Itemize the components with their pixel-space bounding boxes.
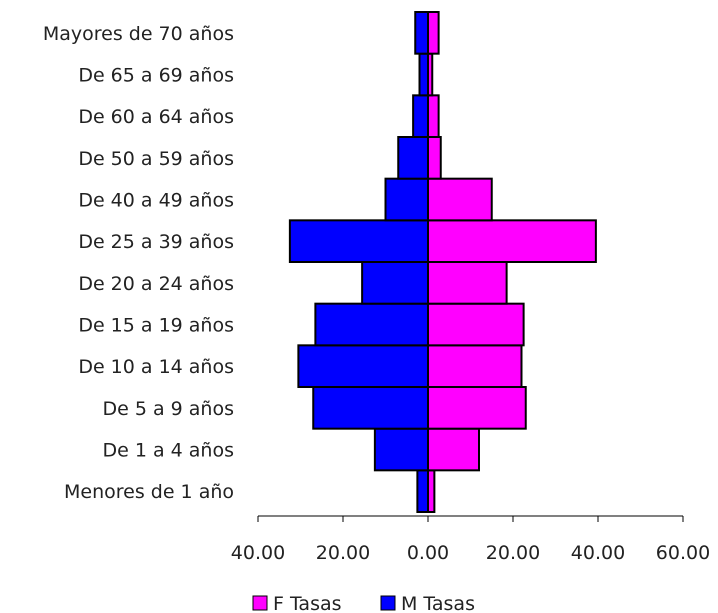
legend: F Tasas M Tasas: [252, 593, 475, 613]
bar-f-tasas-2: [427, 386, 527, 430]
bar-m-tasas-7: [384, 177, 429, 222]
bar-f-tasas-6: [427, 219, 597, 263]
legend-label-1: M Tasas: [401, 593, 475, 613]
bar-m-tasas-4: [314, 302, 429, 347]
bar-m-tasas-9: [412, 94, 429, 139]
bar-m-tasas-1: [373, 427, 429, 472]
x-tick-label-3: 20.00: [486, 542, 540, 564]
bar-m-tasas-2: [312, 386, 429, 430]
bar-m-tasas-8: [397, 136, 429, 180]
category-label-2: De 5 a 9 años: [102, 398, 234, 420]
x-tick-label-4: 40.00: [571, 542, 625, 564]
bar-f-tasas-0: [427, 469, 436, 514]
legend-swatch-0: [252, 595, 268, 611]
bar-f-tasas-11: [427, 11, 440, 55]
bar-f-tasas-4: [427, 302, 525, 347]
bar-m-tasas-6: [288, 219, 429, 263]
x-tick-label-5: 60.00: [656, 542, 710, 564]
bar-f-tasas-8: [427, 136, 442, 180]
category-label-5: De 20 a 24 años: [78, 273, 234, 295]
bar-f-tasas-3: [427, 344, 523, 389]
bars-layer: [288, 11, 597, 514]
legend-swatch-1: [380, 595, 396, 611]
x-tick-label-1: 20.00: [316, 542, 370, 564]
category-label-11: Mayores de 70 años: [43, 23, 234, 45]
category-label-7: De 40 a 49 años: [78, 190, 234, 212]
bar-m-tasas-3: [297, 344, 429, 389]
x-tick-label-2: 0.00: [407, 542, 449, 564]
category-label-6: De 25 a 39 años: [78, 231, 234, 253]
bar-f-tasas-1: [427, 427, 480, 472]
x-tick-label-0: 40.00: [231, 542, 285, 564]
bar-m-tasas-0: [416, 469, 429, 514]
category-label-4: De 15 a 19 años: [78, 315, 234, 337]
bar-f-tasas-7: [427, 177, 493, 222]
category-label-1: De 1 a 4 años: [102, 440, 234, 462]
category-label-8: De 50 a 59 años: [78, 148, 234, 170]
bar-f-tasas-5: [427, 261, 508, 305]
legend-label-0: F Tasas: [273, 593, 342, 613]
bar-f-tasas-9: [427, 94, 440, 139]
category-label-10: De 65 a 69 años: [78, 65, 234, 87]
category-label-3: De 10 a 14 años: [78, 356, 234, 378]
category-label-0: Menores de 1 año: [64, 481, 234, 503]
category-labels: Menores de 1 año De 1 a 4 años De 5 a 9 añ…: [43, 23, 234, 503]
bar-m-tasas-5: [361, 261, 429, 305]
bar-m-tasas-11: [414, 11, 429, 55]
bar-m-tasas-10: [418, 52, 429, 97]
category-label-9: De 60 a 64 años: [78, 106, 234, 128]
bar-f-tasas-10: [427, 52, 434, 97]
x-axis: 40.00 20.00 0.00 20.00 40.00 60.00: [231, 515, 710, 564]
